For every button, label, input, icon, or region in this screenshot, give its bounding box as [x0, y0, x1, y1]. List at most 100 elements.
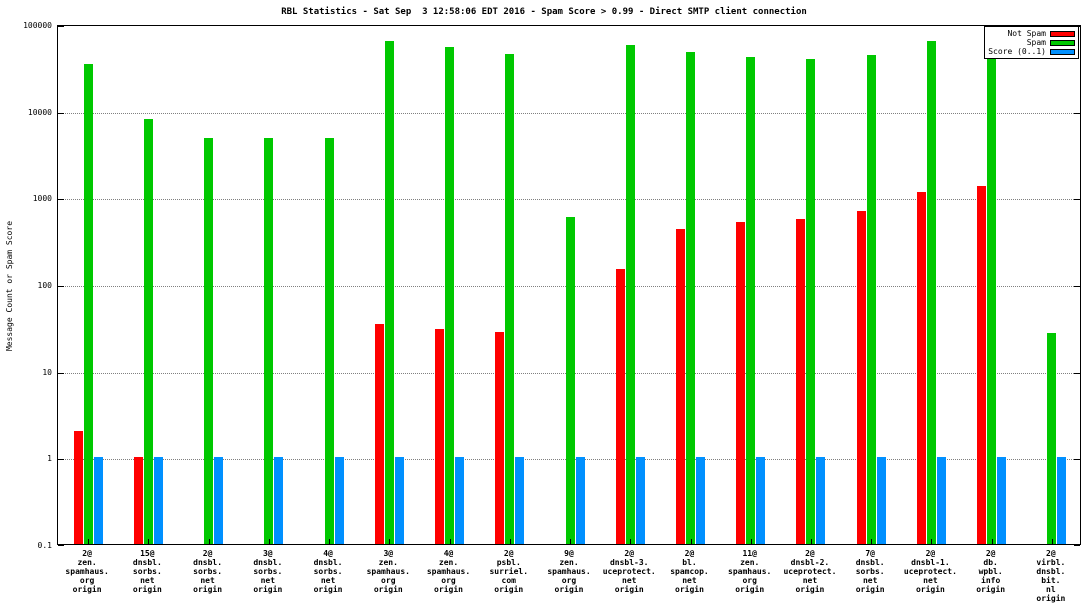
- bar-not-spam: [977, 186, 987, 544]
- axis-tick: [58, 26, 64, 27]
- bar-spam: [866, 54, 876, 544]
- y-tick-label: 100000: [23, 21, 52, 30]
- x-axis-tick: [871, 539, 873, 544]
- legend-swatch: [1050, 39, 1075, 46]
- x-category-label: 2@ dnsbl. sorbs. net origin: [193, 549, 223, 594]
- bar-not-spam: [374, 323, 384, 544]
- axis-tick: [1074, 545, 1080, 546]
- bar-spam: [324, 138, 334, 544]
- y-tick-label: 1000: [32, 194, 52, 204]
- x-axis-tick: [88, 539, 90, 544]
- bar-score-0-1: [334, 457, 344, 544]
- bar-score-0-1: [455, 457, 464, 544]
- axis-tick: [1074, 372, 1080, 374]
- x-axis-tick: [148, 539, 150, 544]
- gridline: [58, 199, 1080, 201]
- y-tick-label: 100: [37, 281, 52, 290]
- legend-swatch: [1050, 30, 1075, 37]
- bar-spam: [746, 56, 756, 544]
- x-category-label: 2@ db. wpbl. info origin: [976, 549, 1006, 594]
- bar-not-spam: [736, 221, 746, 544]
- bar-score-0-1: [997, 457, 1007, 544]
- bar-not-spam: [615, 268, 625, 544]
- axis-tick: [58, 199, 64, 201]
- legend-label: Spam: [1026, 38, 1046, 47]
- axis-tick: [58, 545, 64, 546]
- bar-score-0-1: [575, 457, 585, 544]
- bar-score-0-1: [696, 457, 705, 544]
- gridline: [58, 112, 1080, 114]
- x-axis-tick: [509, 539, 511, 544]
- legend-entry-score-0-1: Score (0..1): [988, 47, 1075, 56]
- y-tick-label: 0.1: [37, 541, 52, 550]
- x-axis-tick: [690, 539, 692, 544]
- bar-score-0-1: [876, 457, 886, 544]
- bar-score-0-1: [515, 457, 525, 544]
- y-tick-label: 10000: [27, 107, 52, 117]
- bar-score-0-1: [635, 457, 645, 544]
- x-axis-tick: [991, 539, 993, 544]
- bar-score-0-1: [756, 457, 766, 544]
- x-axis-tick: [449, 539, 451, 544]
- bar-score-0-1: [214, 457, 224, 544]
- axis-tick: [1074, 459, 1080, 461]
- x-category-label: 7@ dnsbl. sorbs. net origin: [855, 549, 885, 594]
- bar-not-spam: [435, 329, 444, 544]
- bar-spam: [143, 119, 153, 544]
- bar-spam: [445, 46, 454, 544]
- x-category-label: 2@ virbl. dnsbl. bit. nl origin: [1036, 549, 1066, 603]
- x-category-label: 9@ zen. spamhaus. org origin: [547, 549, 591, 594]
- chart-title: RBL Statistics - Sat Sep 3 12:58:06 EDT …: [281, 7, 807, 17]
- y-tick-label: 10: [42, 367, 52, 377]
- bar-spam: [806, 58, 816, 544]
- x-axis-tick: [570, 539, 571, 544]
- x-category-label: 4@ dnsbl. sorbs. net origin: [313, 549, 343, 594]
- legend: Not Spam Spam Score (0..1): [984, 26, 1079, 59]
- axis-tick: [58, 459, 64, 461]
- bar-spam: [505, 54, 515, 544]
- x-category-label: 2@ dnsbl-3. uceprotect. net origin: [602, 549, 656, 594]
- bar-score-0-1: [274, 457, 284, 544]
- bar-not-spam: [916, 192, 926, 544]
- x-axis-tick: [630, 539, 632, 544]
- bar-not-spam: [133, 457, 143, 544]
- x-category-label: 3@ zen. spamhaus. org origin: [366, 549, 410, 594]
- bar-spam: [565, 216, 575, 544]
- bar-spam: [926, 41, 936, 544]
- plot-area: [57, 25, 1081, 546]
- x-axis-tick: [389, 539, 391, 544]
- bar-spam: [625, 44, 635, 544]
- axis-tick: [58, 372, 64, 374]
- legend-label: Score (0..1): [988, 47, 1046, 56]
- x-category-label: 2@ dnsbl-2. uceprotect. net origin: [783, 549, 837, 594]
- bar-not-spam: [856, 210, 866, 544]
- x-axis-tick: [810, 539, 812, 544]
- bar-not-spam: [796, 219, 806, 544]
- bar-spam: [83, 63, 93, 544]
- bar-spam: [204, 138, 214, 544]
- axis-tick: [1074, 199, 1080, 201]
- bar-score-0-1: [394, 457, 404, 544]
- legend-entry-spam: Spam: [988, 38, 1075, 47]
- x-category-label: 4@ zen. spamhaus. org origin: [426, 549, 471, 594]
- y-tick-label: 1: [47, 454, 52, 464]
- x-category-label: 11@ zen. spamhaus. org origin: [728, 549, 772, 594]
- x-category-label: 3@ dnsbl. sorbs. net origin: [253, 549, 283, 594]
- bar-spam: [1047, 333, 1057, 544]
- bar-not-spam: [495, 331, 505, 544]
- bar-spam: [264, 138, 274, 544]
- bar-score-0-1: [816, 457, 826, 544]
- x-axis-tick: [268, 539, 270, 544]
- x-category-label: 2@ bl. spamcop. net origin: [670, 549, 709, 594]
- x-axis-tick: [329, 539, 331, 544]
- legend-label: Not Spam: [1007, 29, 1046, 38]
- bar-score-0-1: [1057, 457, 1067, 544]
- x-category-label: 2@ dnsbl-1. uceprotect. net origin: [903, 549, 957, 594]
- x-category-label: 2@ psbl. surriel. com origin: [489, 549, 529, 594]
- x-axis-tick: [931, 539, 933, 544]
- bar-score-0-1: [936, 457, 946, 544]
- bar-score-0-1: [153, 457, 163, 544]
- bar-spam: [987, 43, 997, 544]
- bar-not-spam: [676, 229, 685, 544]
